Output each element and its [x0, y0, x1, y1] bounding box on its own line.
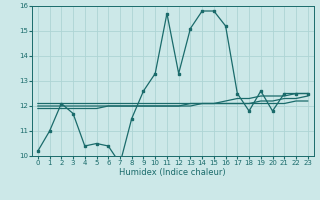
X-axis label: Humidex (Indice chaleur): Humidex (Indice chaleur) [119, 168, 226, 177]
